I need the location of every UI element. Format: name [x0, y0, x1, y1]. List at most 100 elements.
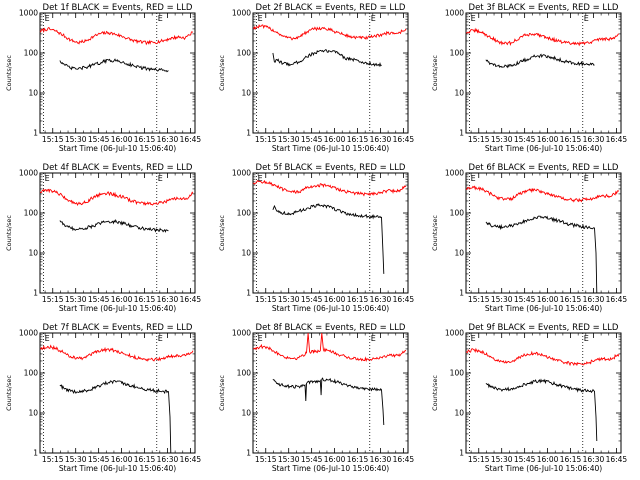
x-tick-label: 15:45	[88, 295, 110, 304]
x-tick-label: 15:45	[301, 455, 323, 464]
x-tick-label: 15:15	[42, 135, 64, 144]
x-tick-label: 16:45	[393, 135, 415, 144]
x-tick-label: 15:15	[255, 135, 277, 144]
y-tick-label: 1	[33, 129, 38, 138]
events-series-line	[485, 378, 598, 442]
plot-svg: Det 6f BLACK = Events, RED = LLD 1 10 100 10…	[431, 163, 627, 313]
events-series-line	[485, 53, 595, 69]
y-tick-label: 1	[33, 289, 38, 298]
panel-title: Det 3f BLACK = Events, RED = LLD	[469, 3, 619, 13]
x-tick-label: 16:45	[606, 455, 628, 464]
x-axis-label: Start Time (06-Jul-10 15:06:40)	[272, 144, 389, 153]
y-tick-label: 10	[241, 409, 251, 418]
detector-panel-9: Det 9f BLACK = Events, RED = LLD 1 10 100 10…	[426, 320, 639, 480]
x-tick-label: 15:30	[65, 135, 87, 144]
x-tick-label: 15:45	[301, 135, 323, 144]
x-tick-label: 15:30	[278, 135, 300, 144]
x-tick-label: 16:00	[324, 455, 346, 464]
lld-series-line	[252, 332, 407, 362]
y-axis-label: Counts/sec	[431, 215, 439, 251]
y-axis-label: Counts/sec	[218, 215, 226, 251]
eclipse-marker-label: E	[45, 174, 50, 183]
lld-series-line	[465, 347, 620, 367]
panel-title: Det 1f BLACK = Events, RED = LLD	[43, 3, 193, 13]
x-tick-label: 15:30	[65, 295, 87, 304]
eclipse-marker-label: E	[158, 174, 163, 183]
detector-panel-4: Det 4f BLACK = Events, RED = LLD 1 10 100 10…	[0, 160, 213, 320]
plot-svg: Det 3f BLACK = Events, RED = LLD 1 10 100 10…	[431, 3, 628, 153]
y-tick-label: 1000	[232, 329, 251, 338]
eclipse-marker-label: E	[158, 14, 163, 23]
plot-frame	[465, 172, 622, 294]
lld-series-line	[39, 27, 194, 46]
y-axis-label: Counts/sec	[218, 55, 226, 91]
plot-frame	[39, 172, 196, 294]
events-series-line	[59, 380, 172, 454]
y-tick-label: 100	[450, 369, 465, 378]
plot-frame	[39, 332, 196, 454]
plot-frame	[465, 332, 622, 454]
x-tick-label: 16:45	[393, 295, 415, 304]
eclipse-marker-label: E	[584, 14, 589, 23]
x-tick-label: 15:45	[514, 135, 536, 144]
x-axis-label: Start Time (06-Jul-10 15:06:40)	[59, 464, 176, 473]
x-tick-label: 15:15	[468, 135, 490, 144]
y-tick-label: 10	[454, 249, 464, 258]
y-axis-label: Counts/sec	[431, 55, 439, 91]
eclipse-marker-label: E	[258, 174, 263, 183]
y-tick-label: 1000	[445, 169, 464, 178]
y-tick-label: 1000	[19, 329, 38, 338]
y-tick-label: 1	[459, 449, 464, 458]
plot-frame	[39, 12, 196, 134]
y-tick-label: 1000	[19, 9, 38, 18]
detector-panel-6: Det 6f BLACK = Events, RED = LLD 1 10 100 10…	[426, 160, 639, 320]
y-tick-label: 100	[237, 49, 252, 58]
plot-svg: Det 7f BLACK = Events, RED = LLD 1 10 100 10…	[5, 323, 201, 473]
y-tick-label: 1000	[19, 169, 38, 178]
x-axis-label: Start Time (06-Jul-10 15:06:40)	[272, 464, 389, 473]
y-tick-label: 1000	[232, 9, 251, 18]
x-tick-label: 16:00	[111, 135, 133, 144]
events-series-line	[272, 49, 382, 67]
panel-title: Det 6f BLACK = Events, RED = LLD	[469, 163, 619, 173]
eclipse-marker-label: E	[371, 174, 376, 183]
eclipse-marker-label: E	[371, 334, 376, 343]
x-tick-label: 16:15	[347, 455, 369, 464]
x-tick-label: 16:15	[134, 135, 156, 144]
x-axis-label: Start Time (06-Jul-10 15:06:40)	[59, 144, 176, 153]
events-series-line	[272, 203, 385, 274]
panel-title: Det 9f BLACK = Events, RED = LLD	[469, 323, 619, 333]
x-tick-label: 15:30	[491, 135, 513, 144]
x-tick-label: 15:45	[88, 455, 110, 464]
y-tick-label: 1000	[445, 329, 464, 338]
y-tick-label: 100	[24, 369, 39, 378]
x-tick-label: 16:30	[157, 455, 179, 464]
x-tick-label: 15:30	[65, 455, 87, 464]
y-tick-label: 1	[246, 129, 251, 138]
y-tick-label: 1	[459, 129, 464, 138]
x-tick-label: 16:30	[370, 135, 392, 144]
x-axis-label: Start Time (06-Jul-10 15:06:40)	[485, 464, 602, 473]
x-tick-label: 16:45	[606, 135, 628, 144]
x-tick-label: 16:45	[180, 135, 202, 144]
eclipse-marker-label: E	[258, 334, 263, 343]
y-axis-label: Counts/sec	[5, 55, 13, 91]
x-tick-label: 16:00	[537, 295, 559, 304]
eclipse-marker-label: E	[584, 334, 589, 343]
eclipse-marker-label: E	[45, 334, 50, 343]
eclipse-marker-label: E	[471, 334, 476, 343]
y-tick-label: 1000	[445, 9, 464, 18]
x-tick-label: 15:15	[255, 455, 277, 464]
x-tick-label: 15:30	[278, 455, 300, 464]
x-tick-label: 16:00	[111, 455, 133, 464]
detector-panel-3: Det 3f BLACK = Events, RED = LLD 1 10 100 10…	[426, 0, 639, 160]
x-tick-label: 15:45	[301, 295, 323, 304]
plot-svg: Det 2f BLACK = Events, RED = LLD 1 10 100 10…	[218, 3, 415, 153]
plot-frame	[252, 332, 409, 454]
x-tick-label: 16:15	[347, 135, 369, 144]
x-tick-label: 16:15	[560, 135, 582, 144]
y-tick-label: 1	[246, 289, 251, 298]
lld-series-line	[39, 344, 194, 362]
plot-frame	[465, 12, 622, 134]
